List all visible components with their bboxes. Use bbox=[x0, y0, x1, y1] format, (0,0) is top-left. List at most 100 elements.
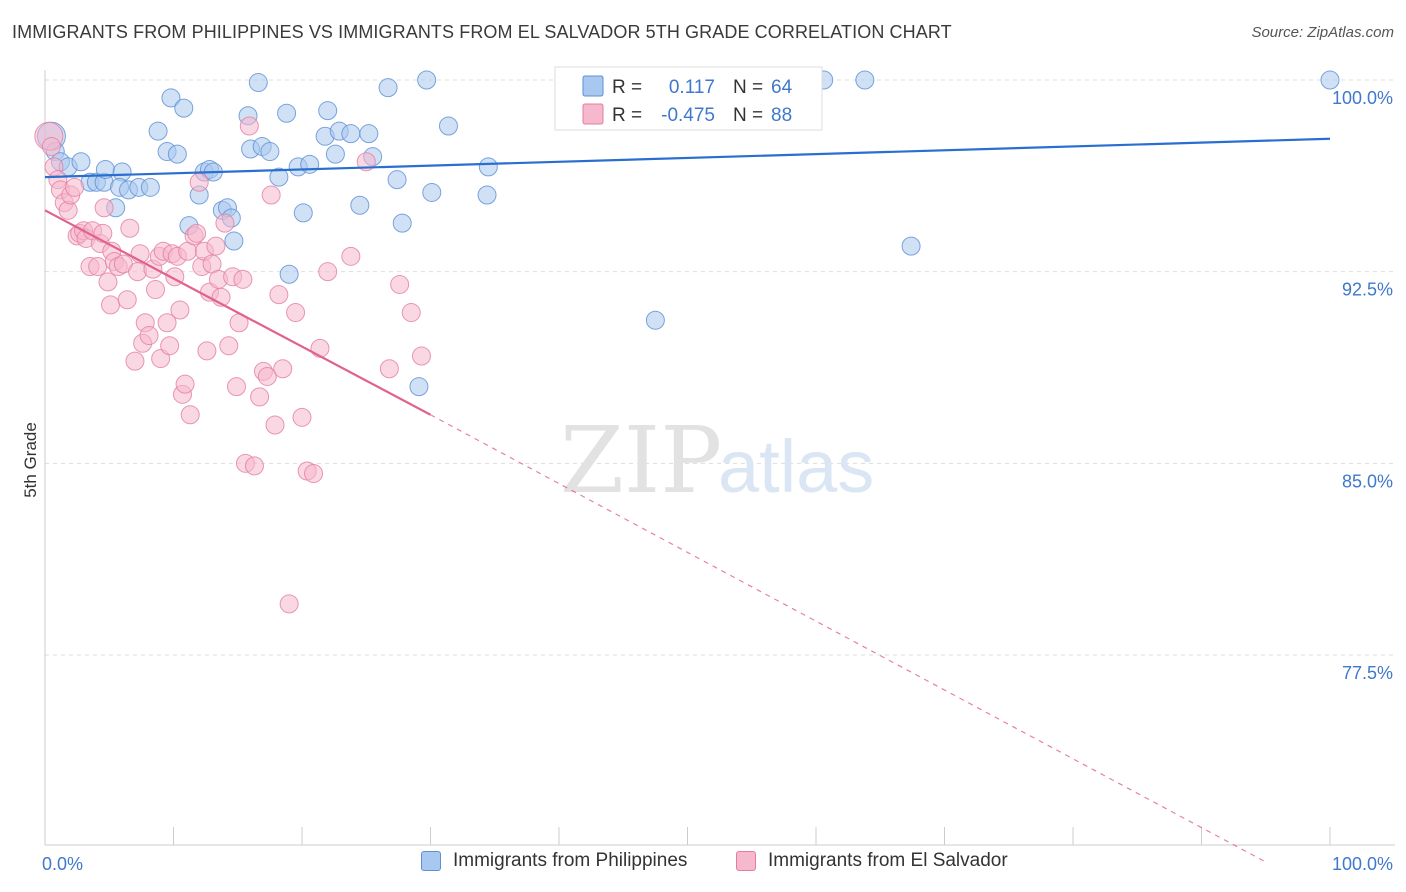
point-el-salvador-47 bbox=[180, 405, 200, 425]
point-el-salvador-18 bbox=[94, 198, 114, 218]
point-el-salvador-68 bbox=[250, 387, 270, 407]
source-label: Source: ZipAtlas.com bbox=[1251, 24, 1394, 41]
legend-item-el-salvador[interactable]: Immigrants from El Salvador bbox=[736, 850, 1008, 872]
point-philippines-42 bbox=[325, 144, 345, 164]
point-philippines-32 bbox=[248, 73, 268, 93]
point-philippines-59 bbox=[855, 70, 875, 90]
point-el-salvador-8 bbox=[65, 177, 85, 197]
point-el-salvador-64 bbox=[233, 269, 253, 289]
point-el-salvador-87 bbox=[412, 346, 432, 366]
point-el-salvador-77 bbox=[292, 407, 312, 427]
trend-line-philippines bbox=[44, 137, 1331, 179]
point-el-salvador-26 bbox=[120, 218, 140, 238]
point-el-salvador-81 bbox=[318, 262, 338, 282]
point-el-salvador-76 bbox=[286, 303, 306, 323]
stats-n-value-el-salvador: 88 bbox=[771, 105, 792, 126]
x-tick-labels: 0.0% 100.0% bbox=[42, 854, 1393, 874]
point-el-salvador-73 bbox=[269, 285, 289, 305]
point-el-salvador-25 bbox=[117, 290, 137, 310]
point-philippines-55 bbox=[477, 185, 497, 205]
point-philippines-19 bbox=[174, 98, 194, 118]
stats-legend: R = 0.117 N = 64 R = -0.475 N = 88 bbox=[554, 66, 823, 131]
point-el-salvador-83 bbox=[356, 152, 376, 172]
y-tick-label-0: 77.5% bbox=[1342, 663, 1393, 683]
point-el-salvador-72 bbox=[265, 415, 285, 435]
point-philippines-33 bbox=[260, 142, 280, 162]
point-el-salvador-85 bbox=[390, 274, 410, 294]
point-el-salvador-75 bbox=[279, 594, 299, 614]
point-el-salvador-43 bbox=[170, 300, 190, 320]
stats-r-label-el-salvador: R = bbox=[612, 105, 642, 126]
point-philippines-60 bbox=[901, 236, 921, 256]
point-philippines-48 bbox=[378, 78, 398, 98]
trend-lines bbox=[44, 137, 1331, 863]
point-philippines-49 bbox=[387, 170, 407, 190]
legend-label-el-salvador: Immigrants from El Salvador bbox=[768, 850, 1008, 871]
point-el-salvador-49 bbox=[187, 223, 207, 243]
point-el-salvador-17 bbox=[93, 223, 113, 243]
point-philippines-38 bbox=[293, 203, 313, 223]
point-el-salvador-74 bbox=[273, 359, 293, 379]
point-philippines-52 bbox=[417, 70, 437, 90]
point-philippines-45 bbox=[350, 195, 370, 215]
point-el-salvador-59 bbox=[215, 213, 235, 233]
stats-r-value-el-salvador: -0.475 bbox=[661, 105, 715, 126]
point-philippines-54 bbox=[438, 116, 458, 136]
point-philippines-39 bbox=[300, 154, 320, 174]
legend-label-philippines: Immigrants from Philippines bbox=[453, 850, 688, 871]
point-philippines-14 bbox=[140, 177, 160, 197]
point-el-salvador-79 bbox=[304, 464, 324, 484]
y-tick-label-1: 85.0% bbox=[1342, 471, 1393, 491]
watermark-atlas: atlas bbox=[718, 425, 874, 508]
point-philippines-57 bbox=[645, 310, 665, 330]
point-el-salvador-22 bbox=[101, 295, 121, 315]
stats-n-label-philippines: N = bbox=[733, 77, 763, 98]
point-philippines-4 bbox=[71, 152, 91, 172]
watermark-zip: ZIP bbox=[560, 407, 722, 514]
point-el-salvador-38 bbox=[157, 313, 177, 333]
point-philippines-56 bbox=[478, 157, 498, 177]
y-tick-label-3: 100.0% bbox=[1332, 88, 1393, 108]
point-el-salvador-27 bbox=[125, 351, 145, 371]
point-el-salvador-67 bbox=[244, 456, 264, 476]
point-philippines-51 bbox=[409, 377, 429, 397]
x-tick-label-0: 0.0% bbox=[42, 854, 83, 874]
point-el-salvador-45 bbox=[175, 374, 195, 394]
point-philippines-36 bbox=[279, 264, 299, 284]
point-el-salvador-71 bbox=[261, 185, 281, 205]
point-philippines-18 bbox=[167, 144, 187, 164]
point-philippines-46 bbox=[359, 124, 379, 144]
point-el-salvador-32 bbox=[139, 326, 159, 346]
watermark: ZIP atlas bbox=[560, 407, 874, 514]
point-philippines-35 bbox=[277, 103, 297, 123]
legend-item-philippines[interactable]: Immigrants from Philippines bbox=[421, 850, 687, 872]
chart-title: IMMIGRANTS FROM PHILIPPINES VS IMMIGRANT… bbox=[12, 22, 952, 42]
point-philippines-34 bbox=[269, 167, 289, 187]
point-el-salvador-86 bbox=[401, 303, 421, 323]
y-tick-labels: 77.5% 85.0% 92.5% 100.0% bbox=[1332, 88, 1393, 683]
stats-r-label-philippines: R = bbox=[612, 77, 642, 98]
point-philippines-41 bbox=[318, 101, 338, 121]
x-tick-label-1: 100.0% bbox=[1332, 854, 1393, 874]
point-el-salvador-60 bbox=[219, 336, 239, 356]
data-points bbox=[34, 70, 1340, 614]
point-el-salvador-39 bbox=[160, 336, 180, 356]
point-el-salvador-53 bbox=[197, 341, 217, 361]
axes bbox=[44, 70, 1395, 846]
trend-line-dashed-el-salvador bbox=[430, 414, 1267, 863]
point-el-salvador-34 bbox=[146, 280, 166, 300]
grid-lines bbox=[45, 79, 1395, 656]
point-el-salvador-70 bbox=[257, 366, 277, 386]
point-philippines-15 bbox=[148, 121, 168, 141]
legend-swatch-philippines bbox=[421, 851, 441, 871]
point-el-salvador-56 bbox=[206, 236, 226, 256]
point-philippines-50 bbox=[392, 213, 412, 233]
y-axis-title: 5th Grade bbox=[21, 422, 40, 498]
stats-swatch-el-salvador bbox=[582, 103, 604, 125]
point-el-salvador-80 bbox=[310, 338, 330, 358]
point-el-salvador-84 bbox=[379, 359, 399, 379]
point-el-salvador-50 bbox=[189, 172, 209, 192]
trend-line-el-salvador bbox=[44, 209, 432, 416]
point-philippines-17 bbox=[161, 88, 181, 108]
